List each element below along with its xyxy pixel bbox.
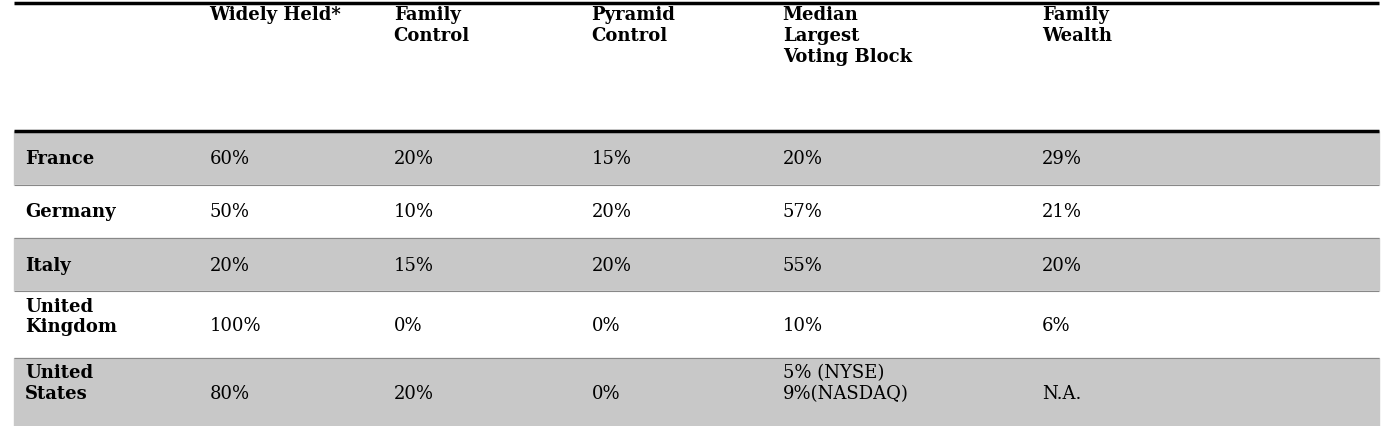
Text: 6%: 6% (1042, 316, 1071, 334)
Text: 20%: 20% (394, 150, 433, 168)
Text: 20%: 20% (394, 384, 433, 402)
Bar (14, 358, 1379, 426)
Text: 10%: 10% (783, 316, 823, 334)
Text: United
Kingdom: United Kingdom (25, 297, 117, 336)
Text: 20%: 20% (592, 203, 631, 221)
Text: 21%: 21% (1042, 203, 1082, 221)
Bar (14, 185, 1379, 239)
Text: 57%: 57% (783, 203, 823, 221)
Text: Germany: Germany (25, 203, 116, 221)
Text: 20%: 20% (1042, 256, 1082, 274)
Bar (14, 4, 1379, 132)
Text: 0%: 0% (394, 316, 422, 334)
Text: 10%: 10% (394, 203, 433, 221)
Text: N.A.: N.A. (1042, 384, 1081, 402)
Text: 5% (NYSE)
9%(NASDAQ): 5% (NYSE) 9%(NASDAQ) (783, 363, 908, 402)
Text: Family
Wealth: Family Wealth (1042, 6, 1112, 45)
Text: 0%: 0% (592, 384, 620, 402)
Text: 60%: 60% (209, 150, 249, 168)
Text: 0%: 0% (592, 316, 620, 334)
Text: Median
Largest
Voting Block: Median Largest Voting Block (783, 6, 912, 66)
Text: 80%: 80% (209, 384, 249, 402)
Text: 55%: 55% (783, 256, 823, 274)
Bar (14, 292, 1379, 358)
Text: Italy: Italy (25, 256, 71, 274)
Text: 15%: 15% (394, 256, 433, 274)
Text: Widely Held*: Widely Held* (209, 6, 341, 24)
Text: 100%: 100% (209, 316, 260, 334)
Bar (14, 239, 1379, 292)
Text: 15%: 15% (592, 150, 631, 168)
Text: 29%: 29% (1042, 150, 1082, 168)
Text: Family
Control: Family Control (394, 6, 469, 45)
Text: Pyramid
Control: Pyramid Control (592, 6, 676, 45)
Text: 20%: 20% (209, 256, 249, 274)
Text: 50%: 50% (209, 203, 249, 221)
Text: 20%: 20% (592, 256, 631, 274)
Bar (14, 132, 1379, 185)
Text: 20%: 20% (783, 150, 823, 168)
Text: United
States: United States (25, 363, 93, 402)
Text: France: France (25, 150, 95, 168)
